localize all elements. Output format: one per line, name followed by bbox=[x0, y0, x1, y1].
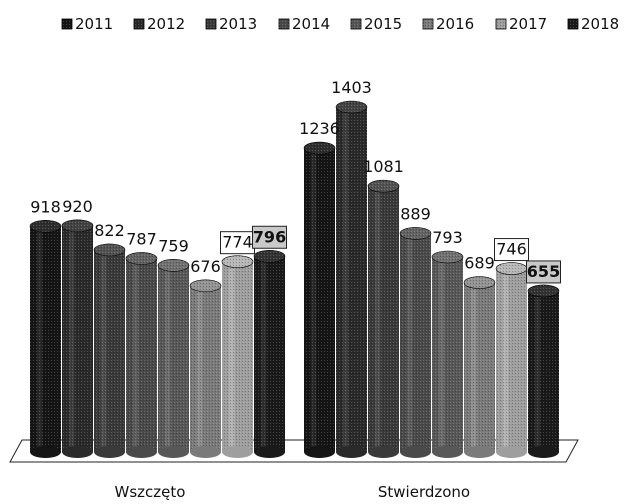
value-label-box-2017-1 bbox=[494, 238, 529, 262]
category-label-0: Wszczęto bbox=[115, 483, 186, 501]
bar-2016-0 bbox=[189, 279, 222, 458]
bar-2015-1 bbox=[431, 250, 464, 458]
value-label-2016-1: 689 bbox=[464, 254, 495, 273]
chart-legend: 2011 2012 2013 2014 2015 2016 2017 2018 bbox=[61, 15, 619, 33]
value-label-2016-0: 676 bbox=[190, 257, 221, 276]
bar-2011-1 bbox=[303, 141, 336, 458]
value-label-2011-0: 918 bbox=[30, 197, 61, 216]
bar-2018-0 bbox=[253, 249, 286, 458]
value-label-2014-1: 889 bbox=[400, 204, 431, 223]
value-label-2015-1: 793 bbox=[432, 228, 463, 247]
value-label-2012-0: 920 bbox=[62, 197, 93, 216]
bar-2016-1 bbox=[463, 276, 496, 458]
value-label-2017-0: 774 bbox=[222, 233, 253, 252]
value-label-2014-0: 787 bbox=[126, 229, 157, 248]
value-label-2011-1: 1236 bbox=[299, 119, 340, 138]
legend-label-2012: 2012 bbox=[147, 15, 185, 33]
value-label-2012-1: 1403 bbox=[331, 78, 372, 97]
bar-2012-1 bbox=[335, 100, 368, 458]
legend-label-2014: 2014 bbox=[292, 15, 330, 33]
bar-2013-1 bbox=[367, 179, 400, 458]
value-label-2013-1: 1081 bbox=[363, 157, 404, 176]
bar-2017-0 bbox=[221, 255, 254, 458]
bar-2012-0 bbox=[61, 219, 94, 458]
bar-2017-1 bbox=[495, 262, 528, 458]
value-label-2015-0: 759 bbox=[158, 236, 189, 255]
legend-label-2013: 2013 bbox=[219, 15, 257, 33]
value-label-2013-0: 822 bbox=[94, 221, 125, 240]
value-label-2017-1: 746 bbox=[496, 240, 527, 259]
value-label-box-2018-0 bbox=[252, 225, 287, 249]
legend-label-2016: 2016 bbox=[436, 15, 474, 33]
bars-group bbox=[29, 100, 560, 458]
legend-label-2015: 2015 bbox=[364, 15, 402, 33]
legend-label-2017: 2017 bbox=[509, 15, 547, 33]
bar-2013-0 bbox=[93, 243, 126, 458]
bar-2011-0 bbox=[29, 219, 62, 458]
category-labels: Wszczęto Stwierdzono bbox=[115, 483, 471, 501]
legend-label-2011: 2011 bbox=[75, 15, 113, 33]
value-label-2018-0: 796 bbox=[253, 227, 286, 246]
bar-2014-1 bbox=[399, 227, 432, 458]
value-label-2018-1: 655 bbox=[527, 262, 560, 281]
value-label-box-2018-1 bbox=[526, 260, 561, 284]
legend-label-2018: 2018 bbox=[581, 15, 619, 33]
bar-2014-0 bbox=[125, 252, 158, 458]
bar-2015-0 bbox=[157, 259, 190, 458]
bar-2018-1 bbox=[527, 284, 560, 458]
category-label-1: Stwierdzono bbox=[378, 483, 470, 501]
